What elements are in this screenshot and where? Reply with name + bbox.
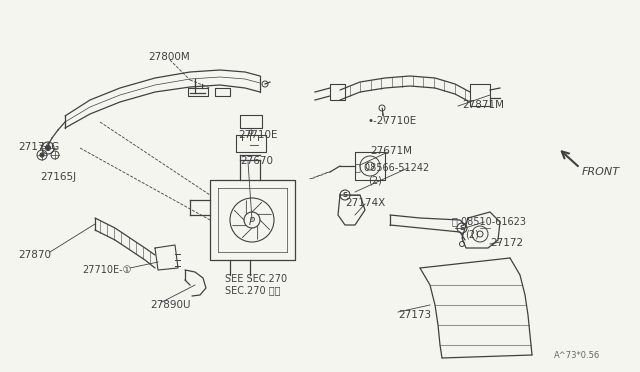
Text: 27800M: 27800M [148, 52, 189, 62]
Text: Ⓢ 08566-51242: Ⓢ 08566-51242 [355, 162, 429, 172]
Text: SEC.270 参照: SEC.270 参照 [225, 285, 280, 295]
Circle shape [40, 153, 44, 157]
Text: •-27710E: •-27710E [368, 116, 417, 126]
Text: 27165J: 27165J [40, 172, 76, 182]
Text: 27871M: 27871M [462, 100, 504, 110]
Text: P: P [249, 217, 255, 227]
Text: 27710E-①: 27710E-① [82, 265, 131, 275]
Text: 27172: 27172 [490, 238, 523, 248]
Circle shape [45, 145, 51, 151]
Text: 27710E: 27710E [238, 130, 278, 140]
Text: SEE SEC.270: SEE SEC.270 [225, 274, 287, 284]
Text: (2): (2) [465, 229, 479, 239]
Text: 27870: 27870 [18, 250, 51, 260]
Text: S: S [342, 192, 348, 198]
Text: A^73*0.56: A^73*0.56 [554, 351, 600, 360]
Text: 27174X: 27174X [345, 198, 385, 208]
Text: FRONT: FRONT [582, 167, 620, 177]
Text: 27174G: 27174G [18, 142, 60, 152]
Text: 27890U: 27890U [150, 300, 191, 310]
Text: 27173: 27173 [398, 310, 431, 320]
Text: (2): (2) [368, 175, 382, 185]
Text: Ⓢ 08510-61623: Ⓢ 08510-61623 [452, 216, 526, 226]
Text: S: S [460, 225, 465, 231]
Text: 27671M: 27671M [370, 146, 412, 156]
Text: 27670: 27670 [240, 156, 273, 166]
